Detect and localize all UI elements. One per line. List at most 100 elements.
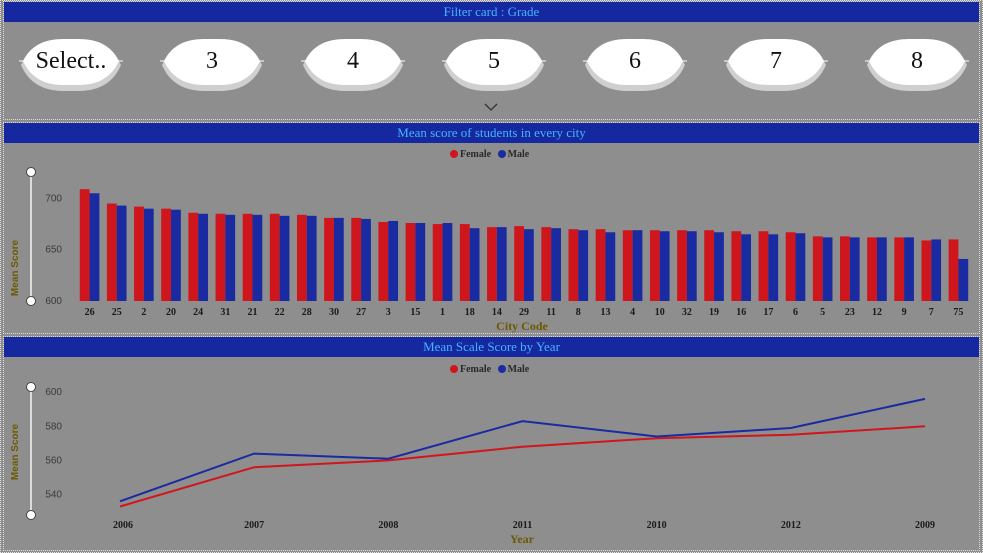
bar-female-1[interactable]	[432, 224, 443, 301]
grade-option-4[interactable]: 4	[301, 31, 405, 91]
point-female-2007[interactable]	[252, 465, 257, 470]
grade-option-8[interactable]: 8	[865, 31, 969, 91]
bar-female-6[interactable]	[785, 232, 796, 301]
bar-female-9[interactable]	[894, 237, 905, 301]
bar-female-32[interactable]	[677, 230, 687, 301]
bar-male-18[interactable]	[469, 228, 480, 301]
y-range-slider-handle-bottom[interactable]	[26, 510, 36, 520]
bar-female-26[interactable]	[79, 189, 90, 301]
bar-male-29[interactable]	[524, 229, 534, 301]
bar-male-16[interactable]	[741, 234, 752, 301]
bar-male-28[interactable]	[306, 215, 317, 301]
bar-female-23[interactable]	[840, 236, 850, 301]
bar-male-12[interactable]	[876, 237, 887, 301]
bar-male-5[interactable]	[822, 237, 833, 301]
bar-female-25[interactable]	[106, 203, 117, 301]
bar-female-29[interactable]	[514, 226, 524, 301]
point-male-2011[interactable]	[520, 419, 525, 424]
bar-male-15[interactable]	[415, 223, 426, 301]
bar-female-18[interactable]	[459, 224, 470, 301]
bar-male-26[interactable]	[89, 193, 100, 301]
bar-male-21[interactable]	[252, 214, 263, 301]
bar-male-22[interactable]	[279, 215, 290, 301]
y-range-slider-handle-top[interactable]	[26, 167, 36, 177]
bar-female-75[interactable]	[948, 239, 959, 301]
bar-male-9[interactable]	[904, 237, 914, 301]
y-tick-label: 650	[45, 245, 62, 256]
year-chart-legend: Female Male	[450, 364, 529, 375]
bar-male-4[interactable]	[632, 230, 643, 301]
bar-female-11[interactable]	[541, 227, 552, 301]
grade-option-6[interactable]: 6	[583, 31, 687, 91]
bar-female-4[interactable]	[622, 230, 633, 301]
bar-male-1[interactable]	[442, 223, 453, 301]
bar-female-14[interactable]	[487, 227, 497, 301]
bar-male-13[interactable]	[605, 232, 616, 301]
bar-female-13[interactable]	[595, 229, 606, 301]
point-male-2010[interactable]	[654, 434, 659, 439]
bar-female-3[interactable]	[378, 221, 389, 301]
bar-female-19[interactable]	[704, 230, 715, 301]
point-female-2006[interactable]	[118, 504, 123, 509]
bar-female-24[interactable]	[188, 212, 199, 301]
line-series-male[interactable]	[119, 397, 926, 503]
point-male-2006[interactable]	[118, 499, 123, 504]
bar-male-7[interactable]	[931, 239, 942, 301]
chevron-down-icon[interactable]	[483, 102, 499, 112]
bar-female-2[interactable]	[134, 206, 144, 301]
point-male-2008[interactable]	[386, 456, 391, 461]
bar-female-31[interactable]	[215, 213, 226, 301]
point-female-2009[interactable]	[923, 424, 928, 429]
bar-female-20[interactable]	[161, 208, 172, 301]
x-tick-label: 2008	[378, 520, 398, 531]
bar-male-31[interactable]	[225, 214, 236, 301]
bar-male-8[interactable]	[578, 230, 589, 301]
x-tick-label: 13	[600, 307, 610, 318]
bar-female-12[interactable]	[867, 237, 877, 301]
point-male-2007[interactable]	[252, 451, 257, 456]
bar-female-15[interactable]	[405, 223, 416, 301]
bar-male-11[interactable]	[551, 228, 561, 301]
bar-female-22[interactable]	[269, 213, 280, 301]
grade-option-select[interactable]: Select..	[19, 31, 123, 91]
point-male-2012[interactable]	[788, 425, 793, 430]
bar-male-6[interactable]	[795, 233, 806, 301]
grade-option-5[interactable]: 5	[442, 31, 546, 91]
bar-female-17[interactable]	[758, 231, 769, 301]
bar-male-30[interactable]	[333, 217, 344, 301]
bar-male-23[interactable]	[849, 237, 860, 301]
bar-male-75[interactable]	[958, 258, 969, 301]
bar-male-32[interactable]	[686, 231, 697, 301]
y-range-slider-handle-top[interactable]	[26, 382, 36, 392]
grade-option-3[interactable]: 3	[160, 31, 264, 91]
bar-male-14[interactable]	[496, 227, 507, 301]
point-male-2009[interactable]	[923, 396, 928, 401]
x-tick-label: 20	[166, 307, 176, 318]
bar-male-20[interactable]	[171, 209, 181, 301]
bar-female-7[interactable]	[921, 240, 932, 301]
y-tick-label: 540	[45, 490, 62, 501]
bar-female-8[interactable]	[568, 229, 579, 301]
line-series-female[interactable]	[119, 425, 926, 508]
bar-female-10[interactable]	[649, 230, 660, 301]
bar-female-30[interactable]	[324, 217, 334, 301]
bar-female-16[interactable]	[731, 231, 742, 301]
point-female-2011[interactable]	[520, 444, 525, 449]
bar-female-27[interactable]	[351, 217, 362, 301]
bar-male-24[interactable]	[198, 213, 208, 301]
bar-male-27[interactable]	[361, 218, 371, 301]
bar-male-3[interactable]	[388, 220, 399, 301]
bar-female-21[interactable]	[242, 213, 253, 301]
grade-option-7[interactable]: 7	[724, 31, 828, 91]
bar-male-25[interactable]	[116, 205, 127, 301]
bar-male-10[interactable]	[659, 231, 670, 301]
bar-male-17[interactable]	[768, 234, 779, 301]
bar-female-5[interactable]	[812, 236, 823, 301]
bar-male-2[interactable]	[143, 208, 154, 301]
bar-male-19[interactable]	[714, 232, 724, 301]
city-y-axis-label: Mean Score	[10, 239, 21, 296]
y-range-slider-handle-bottom[interactable]	[26, 296, 36, 306]
year-chart-title: Mean Scale Score by Year	[4, 337, 979, 357]
point-female-2012[interactable]	[788, 432, 793, 437]
bar-female-28[interactable]	[296, 214, 307, 301]
